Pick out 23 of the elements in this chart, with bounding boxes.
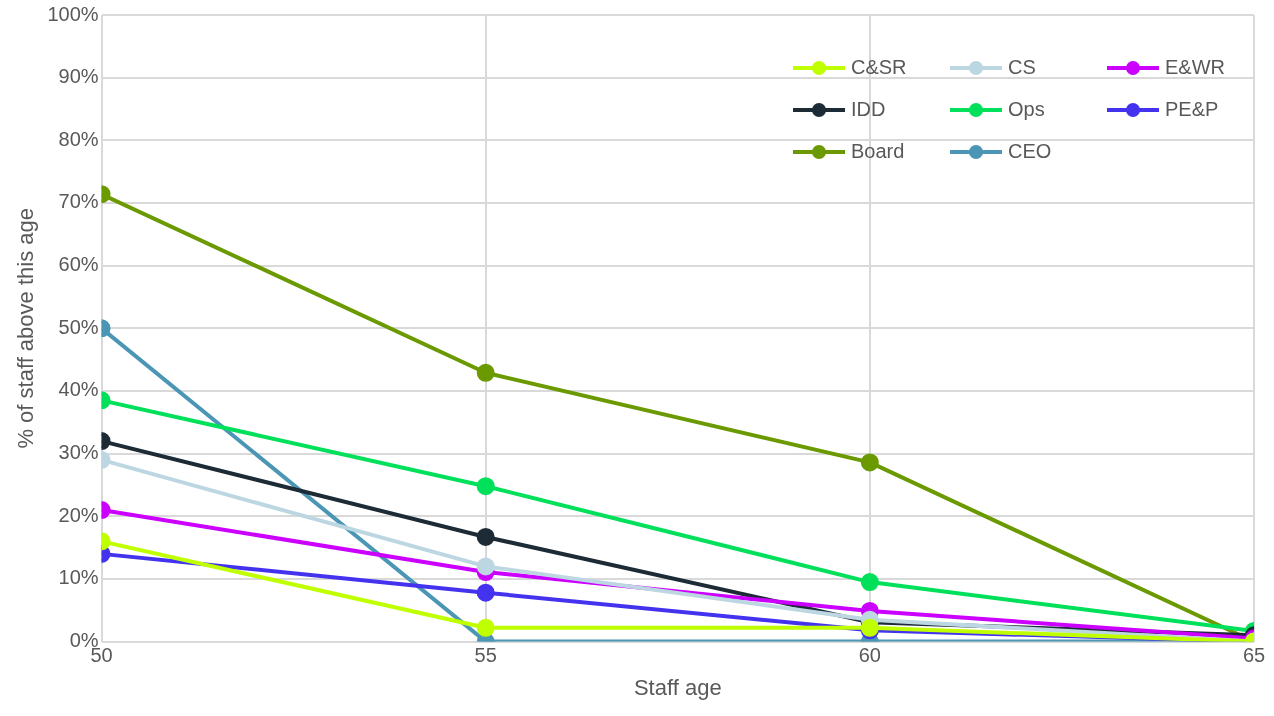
- legend-label: CEO: [1008, 139, 1052, 162]
- legend-label: E&WR: [1165, 55, 1225, 78]
- y-tick-label: 80%: [58, 127, 99, 150]
- y-tick-label: 50%: [58, 315, 99, 338]
- legend-label: C&SR: [851, 55, 907, 78]
- x-tick-label: 65: [1242, 644, 1266, 667]
- legend-label: IDD: [851, 97, 886, 120]
- y-axis-title: % of staff above this age: [13, 208, 39, 449]
- x-tick-label: 55: [474, 644, 497, 667]
- y-tick-label: 70%: [58, 190, 99, 213]
- y-tick-label: 20%: [58, 503, 99, 526]
- legend-label: Board: [851, 139, 905, 162]
- x-tick-label: 60: [858, 644, 881, 667]
- legend-label: CS: [1008, 55, 1036, 78]
- y-tick-label: 30%: [58, 441, 99, 464]
- y-tick-label: 100%: [47, 2, 99, 25]
- y-tick-label: 10%: [58, 566, 99, 589]
- y-tick-label: 40%: [58, 378, 99, 401]
- y-tick-label: 60%: [58, 253, 99, 276]
- legend-label: Ops: [1008, 97, 1045, 120]
- x-axis-title: Staff age: [633, 674, 722, 700]
- y-tick-label: 90%: [58, 65, 99, 88]
- legend-label: PE&P: [1165, 97, 1219, 120]
